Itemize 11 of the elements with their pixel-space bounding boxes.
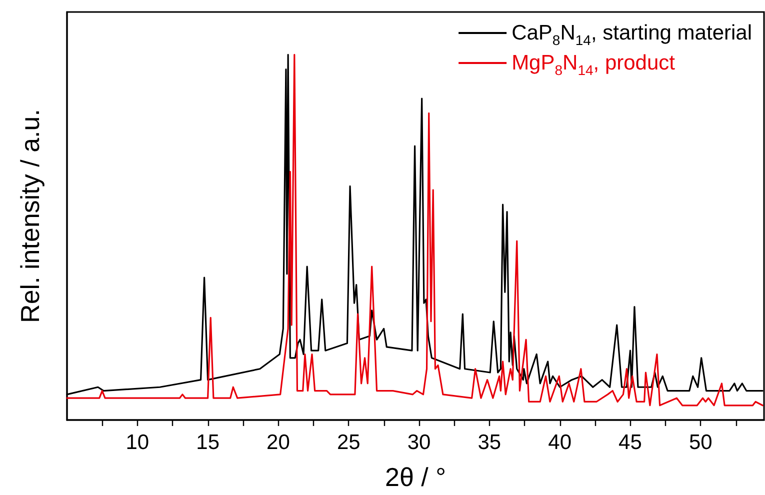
x-tick-label: 30 [407,431,431,454]
x-tick-label: 50 [688,431,712,454]
x-tick-label: 35 [478,431,502,454]
x-axis-title: 2θ / ° [385,462,446,492]
x-tick-label: 40 [548,431,572,454]
x-tick-label: 15 [196,431,220,454]
x-tick-label: 45 [618,431,642,454]
x-tick-label: 20 [266,431,290,454]
y-axis-title: Rel. intensity / a.u. [15,109,45,323]
x-tick-label: 25 [336,431,360,454]
x-tick-label: 10 [126,431,150,454]
